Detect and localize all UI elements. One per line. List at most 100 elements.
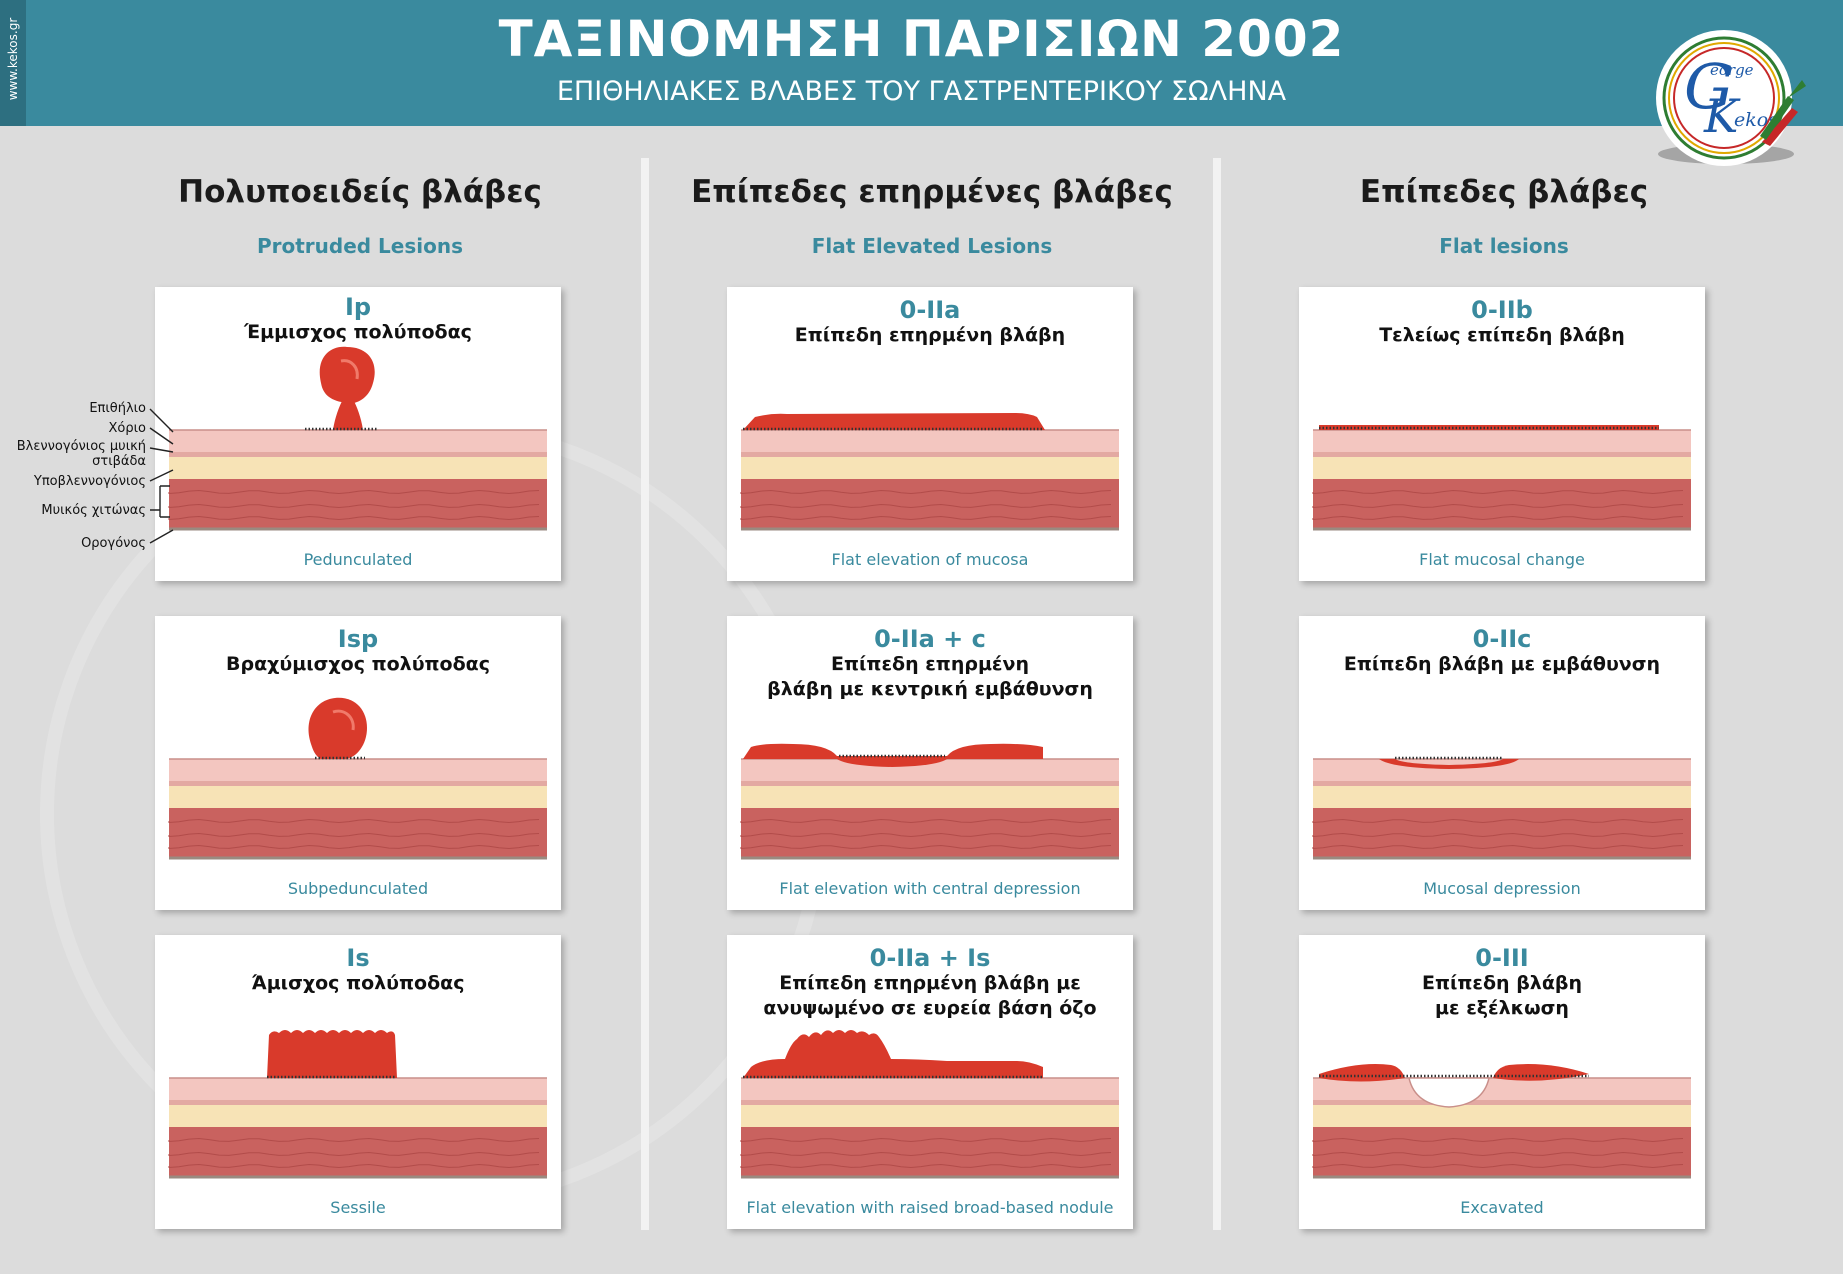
- lesion-description: Επίπεδη βλάβη με εξέλκωση: [1421, 972, 1582, 1019]
- lesion-card-0-iia-c[interactable]: 0-IIa + c Επίπεδη επηρμένη βλάβη με κεντρ…: [727, 616, 1133, 910]
- tissue-submucosa: [1313, 786, 1691, 808]
- tissue-muscularis-mucosae: [1313, 781, 1691, 786]
- column-title-flat: Επίπεδες βλάβες: [1359, 174, 1649, 210]
- layer-label-lamina-propria: Χόριο: [108, 421, 146, 436]
- logo-text-top: eorge: [1710, 61, 1754, 79]
- lesion-rim: [1319, 1064, 1405, 1082]
- lesion-caption: Sessile: [330, 1198, 386, 1217]
- lesion-description: Έμμισχος πολύποδας: [244, 321, 472, 343]
- tissue-texture: [1312, 503, 1684, 509]
- layer-leader-lines: [149, 408, 174, 544]
- tissue-texture: [740, 515, 1112, 521]
- layer-label-submucosa: Υποβλεννογόνιος: [33, 474, 146, 489]
- lesion-depression: [837, 759, 947, 767]
- lesion-description: Επίπεδη επηρμένη βλάβη: [794, 324, 1066, 346]
- lesion-diagram: [740, 743, 1119, 860]
- tissue-mucosa: [169, 759, 547, 783]
- tissue-muscle: [741, 1127, 1119, 1177]
- lesion-card-0-iib[interactable]: 0-IIb Τελείως επίπεδη βλάβη Flat mucosal…: [1299, 287, 1705, 581]
- tissue-muscle: [1313, 1127, 1691, 1177]
- tissue-muscularis-mucosae: [169, 1100, 547, 1105]
- tissue-submucosa: [741, 786, 1119, 808]
- lesion-diagram: [740, 1030, 1119, 1179]
- lesion-description: Άμισχος πολύποδας: [251, 972, 465, 994]
- lesion-code: 0-IIb: [1471, 296, 1533, 324]
- tissue-texture: [740, 1137, 1112, 1143]
- tissue-texture: [168, 489, 540, 495]
- lesion-ulcer: [1408, 1077, 1490, 1108]
- tissue-mucosa: [1313, 430, 1691, 454]
- tissue-texture: [740, 503, 1112, 509]
- lesion-description: Βραχύμισχος πολύποδας: [226, 653, 490, 675]
- lesion-diagram: [168, 1030, 547, 1179]
- tissue-mucosa: [741, 1078, 1119, 1102]
- lesion-card-0-iii[interactable]: 0-III Επίπεδη βλάβη με εξέλκωση Excavated: [1299, 935, 1705, 1229]
- tissue-muscularis-mucosae: [741, 1100, 1119, 1105]
- lesion-caption: Excavated: [1460, 1198, 1544, 1217]
- tissue-texture: [168, 515, 540, 521]
- tissue-texture: [168, 832, 540, 838]
- tissue-submucosa: [1313, 457, 1691, 479]
- column-title-protruded: Πολυποειδείς βλάβες: [178, 174, 542, 210]
- page-subtitle: ΕΠΙΘΗΛΙΑΚΕΣ ΒΛΑΒΕΣ ΤΟΥ ΓΑΣΤΡΕΝΤΕΡΙΚΟΥ ΣΩ…: [556, 76, 1287, 107]
- tissue-muscularis-mucosae: [1313, 1100, 1691, 1105]
- layer-label-epithelium: Επιθήλιο: [89, 401, 146, 416]
- tissue-muscle: [169, 479, 547, 529]
- lesion-card-0-iia[interactable]: 0-IIa Επίπεδη επηρμένη βλάβη Flat elevat…: [727, 287, 1133, 581]
- column-title-flat-elevated: Επίπεδες επηρμένες βλάβες: [691, 174, 1173, 210]
- tissue-submucosa: [741, 1105, 1119, 1127]
- lesion-caption: Flat elevation of mucosa: [831, 550, 1029, 569]
- tissue-muscle: [169, 808, 547, 858]
- tissue-muscle: [1313, 479, 1691, 529]
- layer-label-serosa: Ορογόνος: [81, 536, 146, 551]
- lesion-card-isp[interactable]: Isp Βραχύμισχος πολύποδας Subpedunculate…: [155, 616, 561, 910]
- website-tab[interactable]: www.kekos.gr: [0, 0, 26, 126]
- lesion-depression: [1379, 759, 1519, 769]
- column-divider: [641, 158, 649, 1230]
- tissue-submucosa: [741, 457, 1119, 479]
- tissue-texture: [1312, 1163, 1684, 1169]
- tissue-mucosa: [1313, 1078, 1691, 1102]
- lesion-head: [308, 697, 367, 759]
- lesion-description: Επίπεδη επηρμένη βλάβη με ανυψωμένο σε ευ…: [763, 972, 1097, 1019]
- tissue-texture: [168, 1151, 540, 1157]
- tissue-muscularis-mucosae: [741, 781, 1119, 786]
- svg-text:K: K: [1703, 89, 1741, 143]
- lesion-plaque: [743, 413, 1045, 430]
- lesion-card-is[interactable]: Is Άμισχος πολύποδας Sessile: [155, 935, 561, 1229]
- lesion-caption: Pedunculated: [303, 550, 413, 569]
- tissue-texture: [1312, 1151, 1684, 1157]
- tissue-muscle: [1313, 808, 1691, 858]
- lesion-caption: Mucosal depression: [1423, 879, 1581, 898]
- tissue-texture: [740, 1151, 1112, 1157]
- column-subtitle-flat-elevated: Flat Elevated Lesions: [811, 234, 1053, 258]
- lesion-card-ip[interactable]: Ip Έμμισχος πολύποδας Pedunculated: [155, 287, 561, 581]
- lesion-plaque: [743, 743, 1043, 759]
- lesion-code: Ip: [344, 293, 372, 321]
- lesion-diagram: [740, 413, 1119, 531]
- tissue-texture: [1312, 489, 1684, 495]
- layer-label-muscularis-mucosae: Βλεννογόνιος μυική στιβάδα: [16, 439, 146, 469]
- lesion-nodule: [743, 1030, 1043, 1078]
- tissue-muscle: [741, 808, 1119, 858]
- tissue-texture: [1312, 1137, 1684, 1143]
- george-kekos-logo: G eorge K ekos: [1642, 20, 1808, 172]
- lesion-code: 0-IIc: [1472, 625, 1532, 653]
- tissue-texture: [740, 489, 1112, 495]
- lesion-code: Isp: [337, 625, 379, 653]
- lesion-card-0-iia-is[interactable]: 0-IIa + Is Επίπεδη επηρμένη βλάβη με ανυψ…: [727, 935, 1133, 1229]
- lesion-description: Τελείως επίπεδη βλάβη: [1379, 324, 1625, 346]
- lesion-diagram: [168, 697, 547, 860]
- lesion-code: 0-IIa: [899, 296, 961, 324]
- lesion-card-0-iic[interactable]: 0-IIc Επίπεδη βλάβη με εμβάθυνση Mucosal…: [1299, 616, 1705, 910]
- tissue-submucosa: [1313, 1105, 1691, 1127]
- tissue-muscularis-mucosae: [169, 452, 547, 457]
- lesion-code: 0-IIa + Is: [869, 944, 991, 972]
- lesion-highlight: [340, 359, 359, 380]
- tissue-texture: [168, 1163, 540, 1169]
- lesion-plaque: [1319, 425, 1659, 430]
- lesion-head: [319, 346, 375, 404]
- tissue-muscularis-mucosae: [741, 452, 1119, 457]
- logo-text-bottom: ekos: [1734, 109, 1778, 131]
- lesion-diagram: [1312, 425, 1691, 531]
